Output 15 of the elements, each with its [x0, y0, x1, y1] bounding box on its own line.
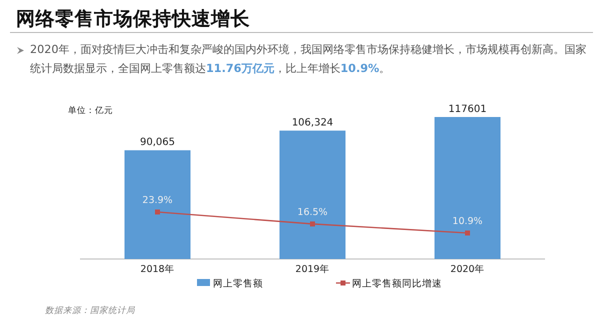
text: 单位：亿元 [68, 105, 113, 116]
chart-title: 网络零售市场保持快速增长 [16, 7, 250, 32]
x-tick-label: 2020年 [450, 263, 485, 275]
legend-label: 网上零售额 [213, 278, 263, 290]
x-tick-label: 2019年 [295, 263, 330, 275]
chart-subtitle: 2020年，面对疫情巨大冲击和复杂严峻的国内外环境，我国网络零售市场保持稳健增长，市场规模再创新高。国家统计局数据显示，全国网上零售额达11.76万亿元，比上年增长10.9%。 [30, 43, 586, 75]
data-label: 10.9% [452, 216, 483, 227]
data-label: 117601 [448, 104, 487, 115]
data-label: 90,065 [140, 137, 175, 148]
source-note: 数据来源：国家统计局 [45, 305, 135, 316]
data-label: 106,324 [292, 118, 334, 129]
data-label: 16.5% [297, 206, 328, 218]
data-label: 23.9% [142, 195, 173, 206]
x-tick-label: 2018年 [140, 263, 175, 275]
legend-label: 网上零售额同比增速 [352, 278, 442, 290]
